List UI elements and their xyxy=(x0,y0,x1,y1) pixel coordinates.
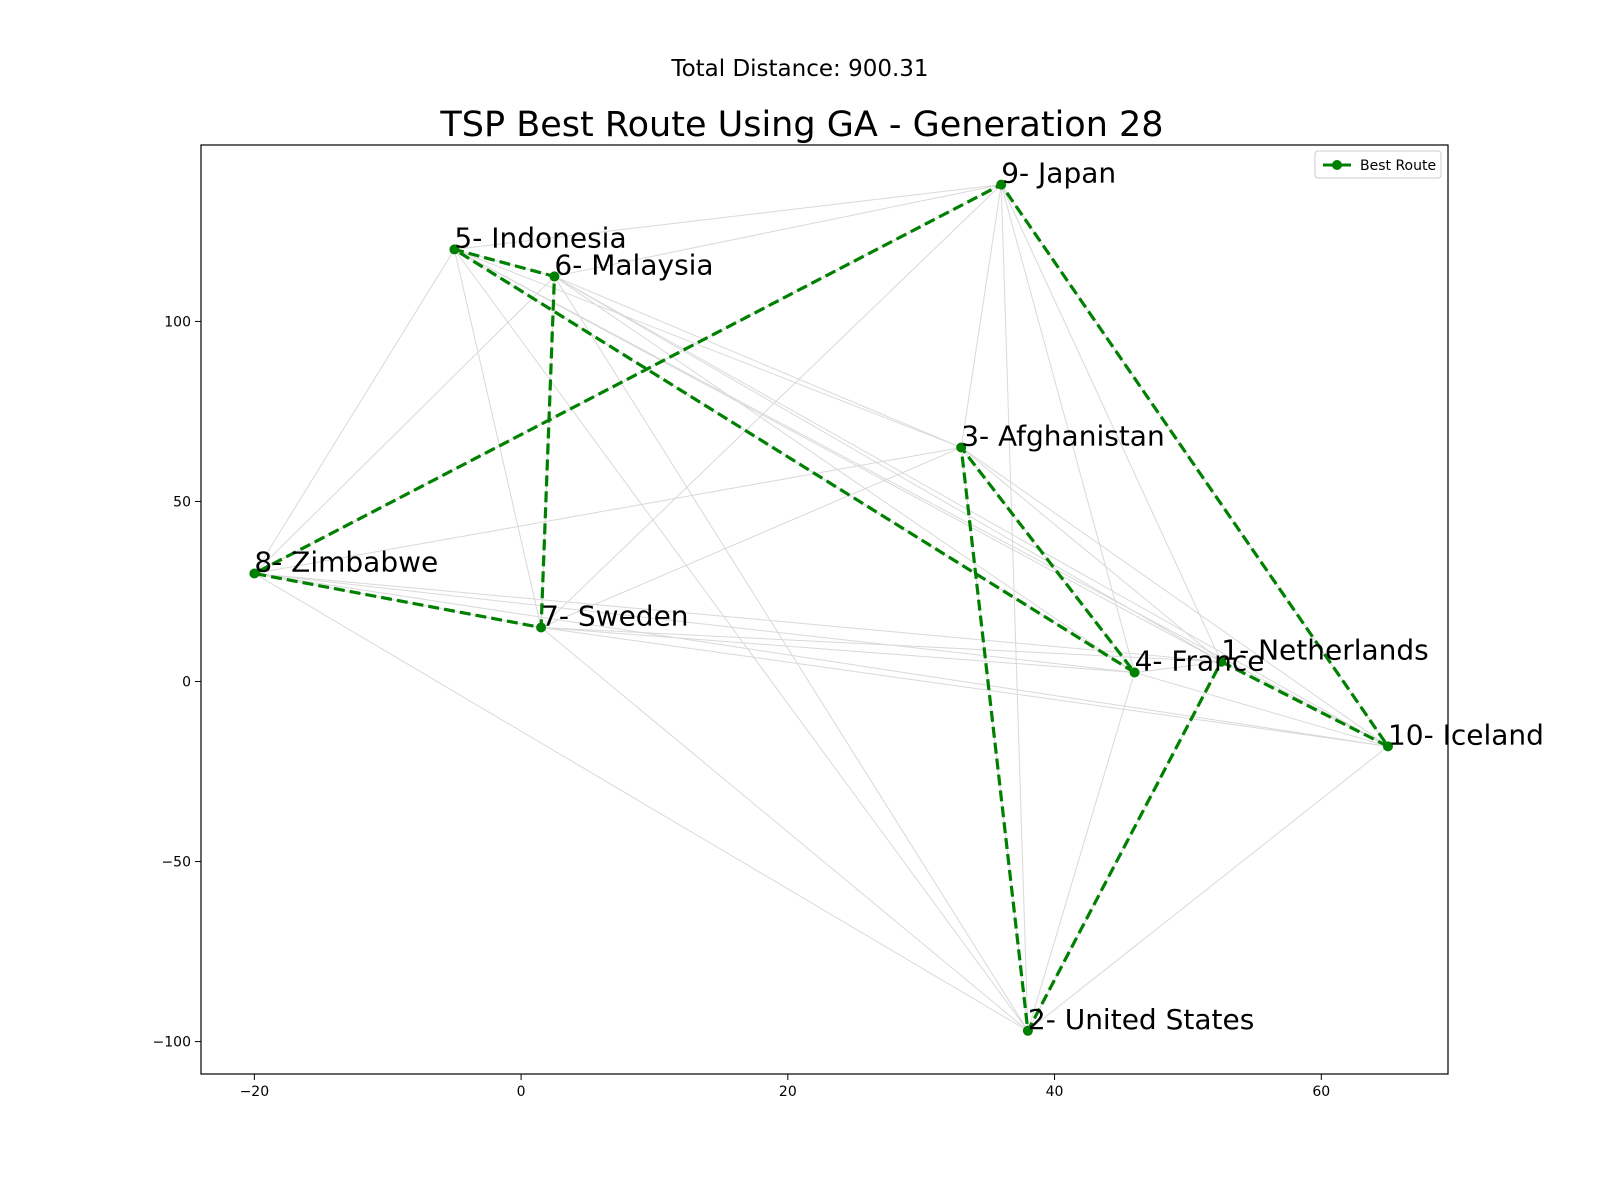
city-label: 1- Netherlands xyxy=(1221,634,1429,667)
x-tick-label: 60 xyxy=(1312,1084,1330,1100)
candidate-edge xyxy=(453,249,1029,1032)
legend-box xyxy=(1314,150,1442,179)
candidate-edge xyxy=(1027,672,1136,1031)
total-distance-title: Total Distance: 900.31 xyxy=(671,56,929,82)
x-tick-label: 0 xyxy=(517,1084,526,1100)
candidate-edge xyxy=(453,249,542,628)
city-label: 8- Zimbabwe xyxy=(254,545,438,578)
candidate-edge xyxy=(454,248,1389,747)
route-point xyxy=(1022,1025,1033,1036)
candidate-edge xyxy=(541,627,1389,747)
candidate-edge xyxy=(960,447,1222,663)
candidate-edge xyxy=(554,276,1135,673)
y-tick-label: 100 xyxy=(164,314,191,330)
candidate-edge xyxy=(254,572,1389,747)
route-point xyxy=(536,622,547,633)
city-label: 5- Indonesia xyxy=(454,221,626,254)
candidate-edge xyxy=(554,275,1389,747)
candidate-edge xyxy=(454,248,1222,663)
city-label: 9- Japan xyxy=(1001,157,1116,190)
candidate-edge xyxy=(554,276,1029,1032)
candidate-edge xyxy=(1027,745,1389,1032)
city-label: 4- France xyxy=(1135,645,1265,678)
candidate-edge xyxy=(960,184,1002,448)
city-label: 6- Malaysia xyxy=(554,248,713,281)
city-label: 10- Iceland xyxy=(1388,718,1544,751)
route-point xyxy=(449,244,460,255)
candidate-edge xyxy=(454,184,1002,250)
axes: −20 0 20 40 60 −100 −50 0 50 100 xyxy=(153,144,1449,1100)
candidate-edge xyxy=(1134,661,1222,674)
y-tick-label: 0 xyxy=(182,675,191,691)
candidate-edge xyxy=(253,249,455,574)
candidate-edge xyxy=(454,248,962,448)
legend: Best Route xyxy=(1314,150,1442,179)
city-label: 2- United States xyxy=(1028,1003,1254,1036)
candidate-edge xyxy=(540,184,1002,628)
candidate-edge xyxy=(554,275,962,448)
candidate-edge xyxy=(254,446,962,574)
candidate-edge xyxy=(554,184,1002,277)
route-point xyxy=(1382,741,1393,752)
candidate-edge xyxy=(254,573,1029,1032)
candidate-edge xyxy=(253,276,555,574)
route-point xyxy=(549,271,560,282)
city-label: 7- Sweden xyxy=(541,600,688,633)
plot-frame xyxy=(200,144,1449,1075)
candidate-edge xyxy=(960,447,1389,747)
legend-label: Best Route xyxy=(1360,158,1436,174)
y-tick-label: −50 xyxy=(161,855,191,871)
candidate-edge xyxy=(1000,184,1222,662)
candidate-edge xyxy=(254,572,1135,674)
candidate-edge xyxy=(1000,184,1029,1031)
candidate-edge xyxy=(554,275,1222,663)
candidate-edge xyxy=(1134,672,1389,747)
y-tick-label: −100 xyxy=(153,1035,191,1051)
city-label: 3- Afghanistan xyxy=(961,419,1165,452)
x-tick-label: −20 xyxy=(240,1084,270,1100)
x-tick-label: 20 xyxy=(779,1084,797,1100)
best-route-line xyxy=(252,183,1390,1033)
route-point xyxy=(1216,656,1227,667)
candidate-edge xyxy=(540,447,962,628)
candidate-edge xyxy=(254,572,1222,663)
route-point xyxy=(249,568,260,579)
candidate-edge xyxy=(541,627,1135,674)
city-labels: 1- Netherlands 2- United States 3- Afghani… xyxy=(254,157,1544,1036)
best-route-layer xyxy=(249,179,1393,1036)
route-point xyxy=(956,442,967,453)
route-point xyxy=(1129,667,1140,678)
candidate-edge xyxy=(1221,661,1389,747)
route-point xyxy=(996,179,1007,190)
candidate-edge xyxy=(540,627,1029,1032)
chart-title: TSP Best Route Using GA - Generation 28 xyxy=(439,105,1163,145)
x-tick-label: 40 xyxy=(1046,1084,1064,1100)
y-tick-label: 50 xyxy=(173,494,191,510)
legend-marker xyxy=(1332,160,1342,170)
candidate-edges xyxy=(253,184,1389,1032)
